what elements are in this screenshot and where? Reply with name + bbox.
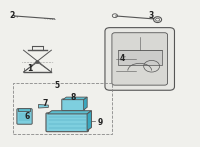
Text: 2: 2 [9,11,14,20]
FancyBboxPatch shape [118,50,162,65]
Text: 5: 5 [55,81,60,90]
FancyBboxPatch shape [105,28,174,90]
Polygon shape [38,105,48,108]
Text: 4: 4 [119,54,124,64]
Text: 6: 6 [25,112,30,121]
Text: 9: 9 [97,118,103,127]
Circle shape [36,61,39,64]
Text: 8: 8 [70,93,76,102]
Text: 7: 7 [43,99,48,108]
Text: 1: 1 [27,64,32,73]
FancyBboxPatch shape [112,33,168,85]
FancyBboxPatch shape [18,109,31,112]
Polygon shape [87,111,91,131]
Text: 3: 3 [149,11,154,20]
FancyBboxPatch shape [17,109,32,124]
Polygon shape [63,97,87,100]
Polygon shape [84,97,87,110]
Polygon shape [47,111,91,114]
Bar [13,83,112,134]
FancyBboxPatch shape [46,113,88,132]
FancyBboxPatch shape [62,99,85,111]
